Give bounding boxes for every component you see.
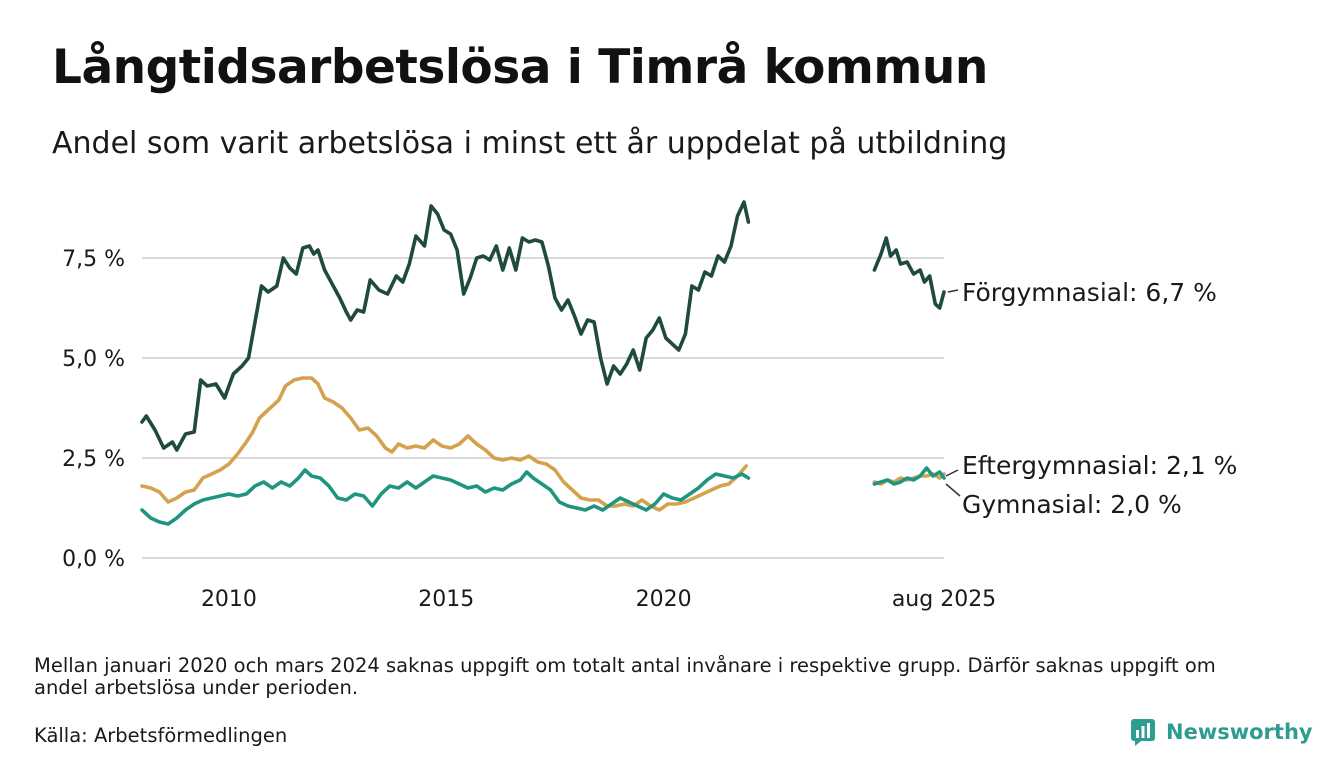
gridlines bbox=[142, 257, 944, 559]
series-line-förgymnasial bbox=[140, 200, 751, 452]
series-end-label: Förgymnasial: 6,7 % bbox=[962, 278, 1217, 307]
source-note: Källa: Arbetsförmedlingen bbox=[34, 724, 288, 747]
series-line-eftergymnasial bbox=[140, 376, 748, 512]
newsworthy-icon bbox=[1131, 719, 1155, 746]
x-tick-label: 2010 bbox=[201, 587, 257, 612]
x-tick-label: 2020 bbox=[636, 587, 692, 612]
series-end-label: Gymnasial: 2,0 % bbox=[962, 490, 1182, 519]
label-leader bbox=[947, 289, 959, 293]
brand-name: Newsworthy bbox=[1166, 720, 1313, 744]
series-line-förgymnasial bbox=[872, 236, 946, 310]
y-tick-label: 7,5 % bbox=[62, 247, 125, 272]
series-lines bbox=[140, 200, 946, 526]
x-axis-ticks: 2010 2015 2020 aug 2025 bbox=[201, 587, 996, 612]
y-axis-ticks: 0,0 % 2,5 % 5,0 % 7,5 % bbox=[62, 247, 125, 572]
label-leader bbox=[945, 483, 961, 497]
series-end-label: Eftergymnasial: 2,1 % bbox=[962, 451, 1237, 480]
chart-subtitle: Andel som varit arbetslösa i minst ett å… bbox=[52, 126, 1008, 161]
y-tick-label: 0,0 % bbox=[62, 547, 125, 572]
newsworthy-logo: Newsworthy bbox=[1130, 718, 1313, 746]
label-leader bbox=[945, 469, 959, 477]
chart-title: Långtidsarbetslösa i Timrå kommun bbox=[52, 40, 988, 95]
y-tick-label: 5,0 % bbox=[62, 347, 125, 372]
footnote: Mellan januari 2020 och mars 2024 saknas… bbox=[34, 654, 1216, 699]
x-tick-label: 2015 bbox=[418, 587, 474, 612]
line-chart: 0,0 % 2,5 % 5,0 % 7,5 % 2010 2015 2020 aug 202… bbox=[62, 200, 1237, 612]
end-labels: Förgymnasial: 6,7 % Eftergymnasial: 2,1 %… bbox=[945, 278, 1237, 519]
series-line-gymnasial bbox=[140, 468, 751, 526]
y-tick-label: 2,5 % bbox=[62, 447, 125, 472]
series-line-gymnasial bbox=[872, 466, 946, 486]
x-tick-label: aug 2025 bbox=[892, 587, 996, 612]
